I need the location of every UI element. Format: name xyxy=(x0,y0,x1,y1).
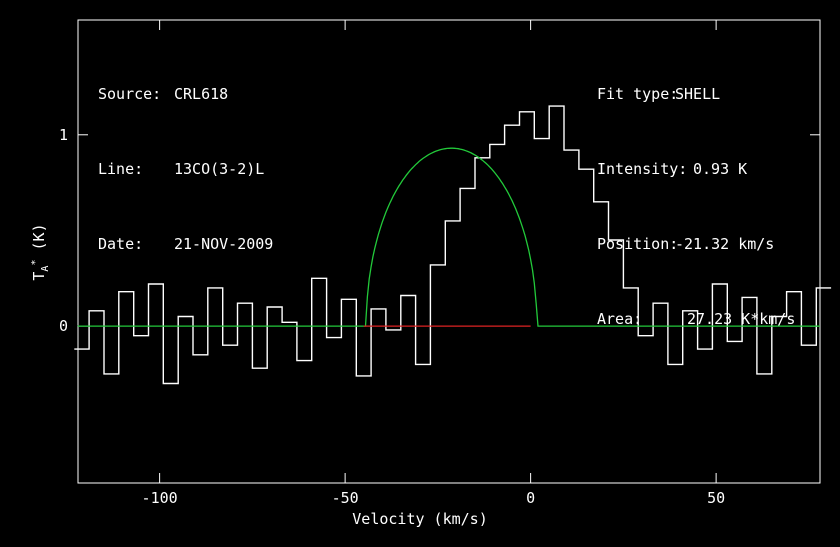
plot-frame xyxy=(77,19,821,484)
area-value: 27.23 K*km/s xyxy=(687,310,796,328)
source-info-panel: Source: CRL618 Line: 13CO(3-2)L Date: 21-NO… xyxy=(98,32,273,282)
position-value: -21.32 km/s xyxy=(675,235,775,253)
date-label: Date: xyxy=(98,235,144,253)
line-row: Line: 13CO(3-2)L xyxy=(98,157,273,182)
area-row: Area: 27.23 K*km/s xyxy=(597,307,795,332)
spectrum-line xyxy=(74,105,832,385)
source-label: Source: xyxy=(98,85,162,103)
x-tick-label: -50 xyxy=(332,489,359,507)
x-tick-label: 0 xyxy=(526,489,535,507)
intensity-row: Intensity: 0.93 K xyxy=(597,157,795,182)
line-label: Line: xyxy=(98,160,144,178)
date-value: 21-NOV-2009 xyxy=(174,235,274,253)
area-label: Area: xyxy=(597,310,643,328)
date-row: Date: 21-NOV-2009 xyxy=(98,232,273,257)
x-tick-label: 50 xyxy=(707,489,725,507)
line-value: 13CO(3-2)L xyxy=(174,160,265,178)
source-row: Source: CRL618 xyxy=(98,82,273,107)
fit-type-value: SHELL xyxy=(675,85,721,103)
y-axis-label: TA* (K) xyxy=(30,223,51,281)
x-axis-label: Velocity (km/s) xyxy=(352,510,488,528)
intensity-value: 0.93 K xyxy=(693,160,748,178)
position-row: Position: -21.32 km/s xyxy=(597,232,795,257)
source-value: CRL618 xyxy=(174,85,229,103)
y-tick-label: 1 xyxy=(59,126,68,144)
fit-info-panel: Fit type: SHELL Intensity: 0.93 K Position… xyxy=(597,32,795,357)
fit-type-row: Fit type: SHELL xyxy=(597,82,795,107)
y-tick-label: 0 xyxy=(59,317,68,335)
intensity-label: Intensity: xyxy=(597,160,688,178)
fit-type-label: Fit type: xyxy=(597,85,679,103)
position-label: Position: xyxy=(597,235,679,253)
x-tick-label: -100 xyxy=(142,489,178,507)
fit-line xyxy=(77,147,820,327)
